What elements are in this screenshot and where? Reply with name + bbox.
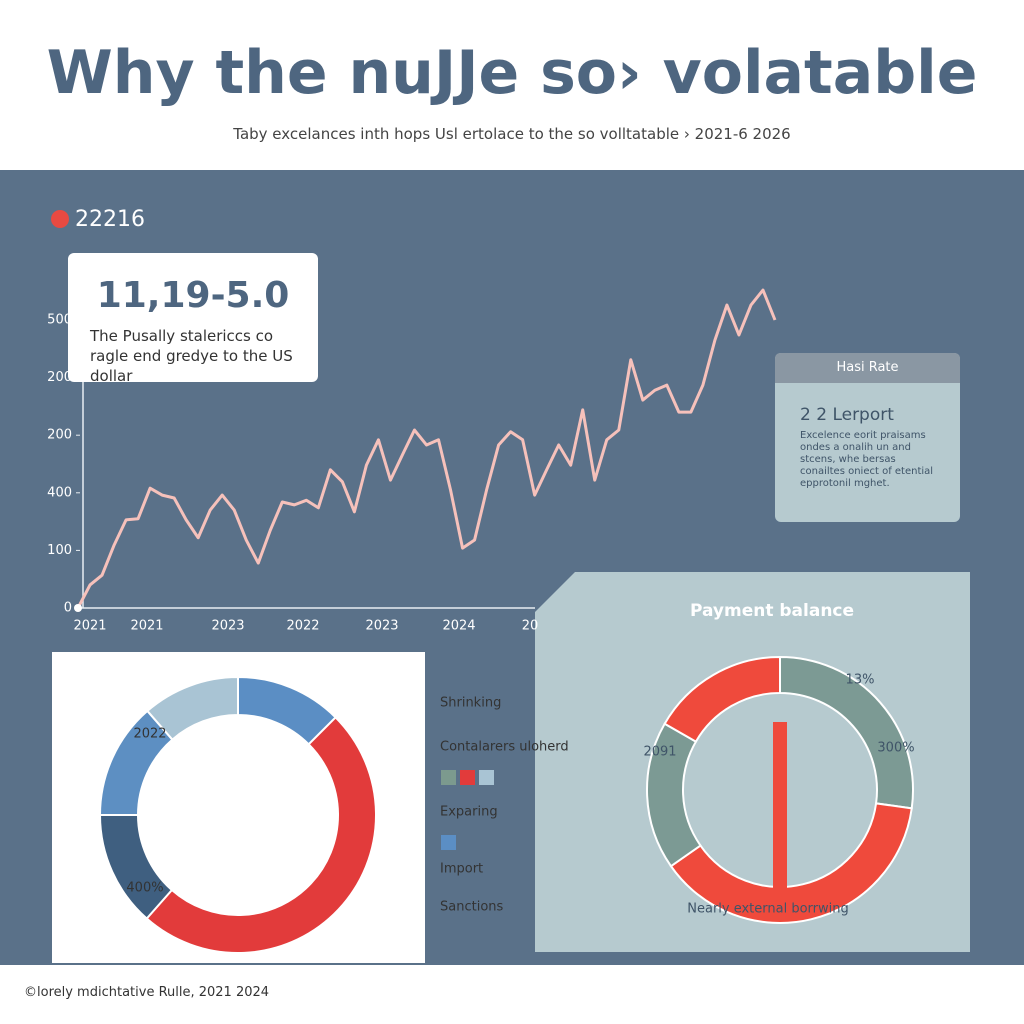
callout-box: 11,19-5.0 The Pusally stalericcs co ragl…	[68, 253, 318, 385]
info-box	[775, 353, 960, 522]
legend-label: Contalarers uloherd	[440, 740, 569, 755]
legend-label: Import	[440, 862, 483, 877]
y-tick-label: 400	[47, 485, 72, 500]
y-tick-label: 100	[47, 543, 72, 558]
segment-label: 2091	[643, 745, 676, 760]
y-tick-label: 200	[47, 370, 72, 385]
segment-label: 300%	[877, 741, 914, 756]
x-tick-label: 2023	[211, 619, 244, 634]
legend-swatch	[460, 770, 475, 785]
legend-dot	[51, 210, 69, 228]
x-tick-label: 2022	[286, 619, 319, 634]
legend-label: Exparing	[440, 805, 498, 820]
legend-label: 22216	[75, 207, 145, 232]
y-tick-label: 500	[47, 313, 72, 328]
legend-swatch	[479, 770, 494, 785]
callout-text: The Pusally stalericcs co ragle end gred…	[90, 327, 293, 385]
line-start	[74, 604, 82, 612]
donut-segment	[663, 655, 781, 744]
subtitle: Taby excelances inth hops Usl ertolace t…	[233, 125, 791, 143]
needle	[773, 722, 787, 890]
x-tick-label: 2021	[130, 619, 163, 634]
title: Why the nuJJe so› volatable	[46, 38, 978, 108]
donut-caption: Nearly external borrwing	[687, 902, 849, 917]
x-tick-label: 20	[522, 619, 539, 634]
legend-swatch	[441, 770, 456, 785]
legend-label: Sanctions	[440, 900, 504, 915]
legend-swatch	[441, 835, 456, 850]
y-tick-label: 200	[47, 428, 72, 443]
donut-segment	[669, 802, 913, 924]
segment-label: 2022	[133, 727, 166, 742]
legend-label: Shrinking	[440, 696, 501, 711]
y-tick-label: 0	[64, 601, 72, 616]
donut-segment	[145, 675, 239, 741]
info-header: Hasi Rate	[836, 360, 899, 375]
info-text: Excelence eorit praisams ondes a onalih …	[800, 430, 934, 489]
info-box-header	[775, 353, 960, 383]
info-title: 2 2 Lerport	[800, 405, 894, 425]
x-tick-label: 2023	[365, 619, 398, 634]
needle-tip	[768, 888, 792, 902]
donut-title: Payment balance	[690, 601, 854, 621]
x-tick-label: 2021	[73, 619, 106, 634]
segment-label: 400%	[126, 881, 163, 896]
line-series	[76, 288, 777, 609]
donut-segment	[145, 716, 377, 954]
footer: ©lorely mdichtative Rulle, 2021 2024	[24, 985, 270, 1000]
x-tick-label: 2024	[442, 619, 475, 634]
callout-value: 11,19-5.0	[96, 275, 290, 316]
segment-label: 13%	[846, 673, 875, 688]
